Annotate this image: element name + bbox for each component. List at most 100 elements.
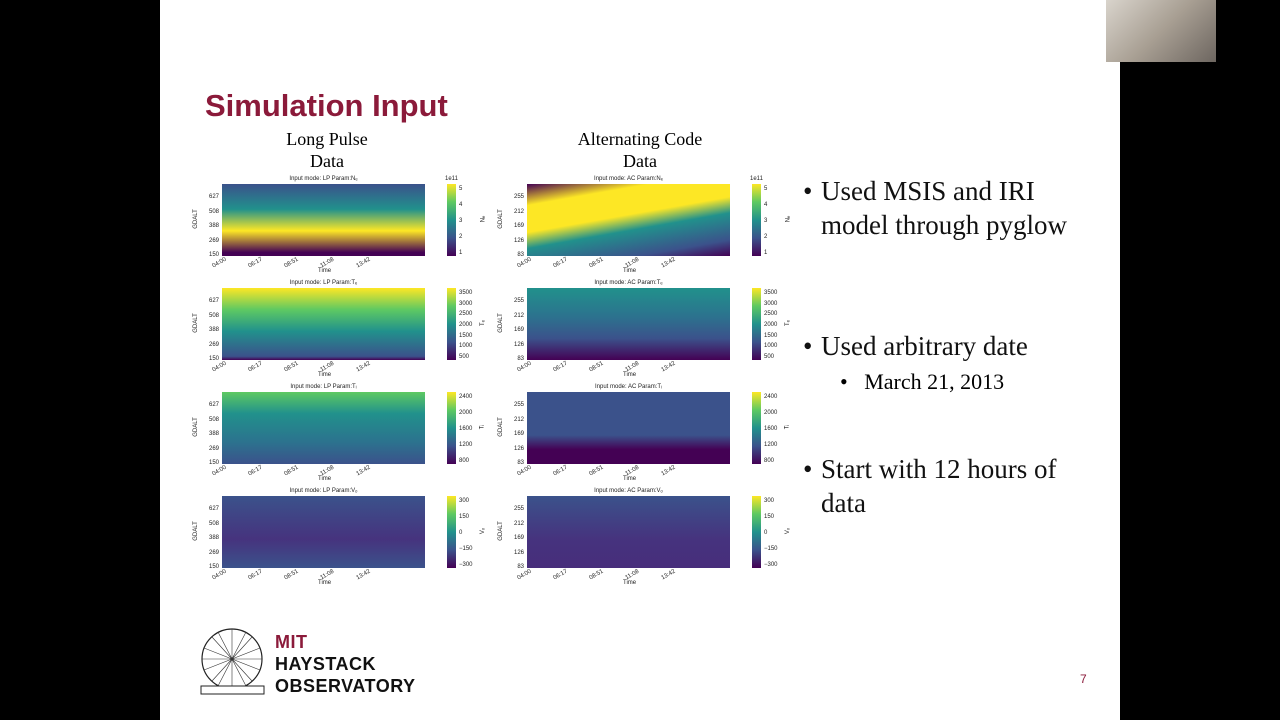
colorbar-tick-label: −150 [764, 546, 778, 552]
colorbar-tick-label: 2000 [459, 322, 473, 328]
colorbar [447, 288, 456, 360]
colorbar-tick-label: 300 [459, 498, 470, 504]
heatmap [222, 184, 425, 256]
panel-title: Input mode: AC Param:Tₑ [594, 280, 663, 286]
colorbar-tick-label: 3500 [764, 290, 778, 296]
colorbar-tick-label: 1 [764, 250, 768, 256]
x-axis-label: Time [318, 476, 332, 482]
bullet: • Start with 12 hours of data [803, 454, 1057, 518]
y-tick-label: 83 [517, 356, 524, 362]
logo-dome [200, 628, 265, 695]
colorbar-label: Tᵢ [784, 424, 791, 430]
y-tick-label: 150 [208, 356, 219, 362]
colorbar-tick-label: 3 [764, 218, 768, 224]
y-tick-label: 388 [208, 431, 219, 437]
colorbar-label: Nₑ [785, 215, 792, 223]
x-axis-label: Time [623, 476, 637, 482]
colorbar-tick-label: 1200 [764, 442, 778, 448]
colorbar-label: Tₑ [479, 320, 486, 326]
colorbar [752, 288, 761, 360]
y-tick-label: 255 [513, 506, 524, 512]
colorbar-tick-label: 3000 [459, 300, 473, 307]
colorbar-tick-label: 5 [459, 186, 463, 192]
colorbar-tick-label: 2500 [459, 311, 473, 318]
colorbar-tick-label: 2 [459, 234, 463, 240]
slide-title: Simulation Input [205, 88, 448, 123]
logo-text: MIT [275, 632, 308, 652]
colorbar [752, 496, 761, 568]
colorbar-offset: 1e11 [750, 176, 763, 182]
webcam [1106, 0, 1216, 62]
y-tick-label: 150 [208, 460, 219, 466]
panel-title: Input mode: LP Param:Tᵢ [290, 384, 357, 390]
logo-text: HAYSTACK [275, 654, 377, 674]
colorbar-tick-label: 1000 [764, 343, 778, 350]
slide [160, 0, 1120, 720]
colorbar-tick-label: 0 [459, 530, 463, 536]
bullet: • Used arbitrary date [803, 331, 1028, 361]
y-tick-label: 255 [513, 402, 524, 408]
y-tick-label: 269 [208, 237, 219, 244]
colorbar-tick-label: 0 [764, 530, 768, 536]
heatmap [527, 184, 730, 256]
colorbar-offset: 1e11 [445, 176, 458, 182]
colorbar-tick-label: 3000 [764, 300, 778, 307]
y-tick-label: 212 [513, 520, 524, 527]
x-axis-label: Time [623, 580, 637, 586]
y-tick-label: 627 [208, 506, 219, 512]
panel-title: Input mode: AC Param:Tᵢ [595, 384, 662, 390]
colorbar-tick-label: 3 [459, 218, 463, 224]
y-tick-label: 388 [208, 535, 219, 541]
heatmap [222, 392, 425, 464]
y-tick-label: 83 [517, 252, 524, 258]
colorbar-tick-label: 1500 [459, 332, 473, 339]
colorbar-tick-label: 1600 [764, 426, 778, 432]
y-axis-label: GDALT [192, 417, 199, 437]
y-tick-label: 150 [208, 252, 219, 258]
y-axis-label: GDALT [192, 209, 199, 229]
y-tick-label: 126 [513, 341, 524, 348]
y-tick-label: 126 [513, 445, 524, 452]
colorbar-tick-label: 5 [764, 186, 768, 192]
page-number: 7 [1080, 672, 1087, 686]
y-tick-label: 508 [208, 520, 219, 527]
logo-text: OBSERVATORY [275, 676, 416, 696]
y-axis-label: GDALT [192, 521, 199, 541]
x-axis-label: Time [318, 580, 332, 586]
y-tick-label: 388 [208, 327, 219, 333]
colorbar-tick-label: 2000 [764, 322, 778, 328]
y-tick-label: 126 [513, 237, 524, 244]
y-tick-label: 212 [513, 416, 524, 423]
colorbar-tick-label: 2500 [764, 311, 778, 318]
heatmap [527, 392, 730, 464]
colorbar-tick-label: 2 [764, 234, 768, 240]
y-tick-label: 388 [208, 223, 219, 229]
colorbar [447, 496, 456, 568]
y-axis-label: GDALT [497, 209, 504, 229]
y-axis-label: GDALT [497, 417, 504, 437]
colorbar-tick-label: 2000 [459, 410, 473, 416]
y-tick-label: 169 [513, 431, 524, 437]
colorbar-tick-label: 2000 [764, 410, 778, 416]
colorbar-tick-label: −300 [459, 562, 473, 568]
colorbar [447, 184, 456, 256]
y-tick-label: 212 [513, 312, 524, 319]
y-tick-label: 83 [517, 564, 524, 570]
y-tick-label: 169 [513, 535, 524, 541]
y-tick-label: 269 [208, 445, 219, 452]
colorbar-tick-label: 4 [459, 202, 463, 208]
x-axis-label: Time [318, 268, 332, 274]
colorbar-tick-label: 2400 [764, 394, 778, 400]
panel-title: Input mode: AC Param:Nₑ [594, 176, 663, 182]
colorbar-tick-label: 800 [459, 458, 470, 464]
colorbar [752, 184, 761, 256]
colorbar-tick-label: −300 [764, 562, 778, 568]
colorbar-tick-label: 300 [764, 498, 775, 504]
colorbar-tick-label: 1000 [459, 343, 473, 350]
y-tick-label: 255 [513, 298, 524, 304]
colorbar-label: Vₒ [480, 527, 487, 535]
colorbar [752, 392, 761, 464]
colorbar-tick-label: 1500 [764, 332, 778, 339]
colorbar-tick-label: 500 [764, 354, 775, 360]
